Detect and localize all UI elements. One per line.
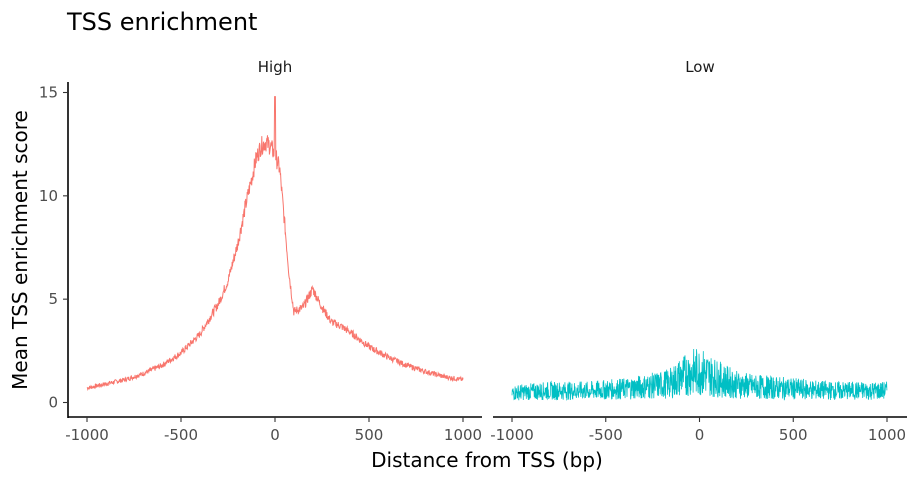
facet-panel-low: -1000 -500 0 500 1000	[490, 348, 907, 444]
facet-label-low: Low	[685, 58, 715, 76]
y-tick-label: 0	[48, 394, 58, 412]
facet-label-high: High	[258, 58, 292, 76]
x-tick-label: -500	[589, 426, 623, 444]
x-tick-label: 1000	[444, 426, 482, 444]
x-tick-label: -1000	[490, 426, 534, 444]
y-axis-title: Mean TSS enrichment score	[8, 110, 32, 390]
series-line-high	[86, 96, 464, 391]
chart-title: TSS enrichment	[66, 8, 257, 36]
x-tick-label: 500	[779, 426, 808, 444]
x-tick-label: 0	[270, 426, 280, 444]
x-axis-title: Distance from TSS (bp)	[371, 448, 603, 472]
x-tick-label: 500	[355, 426, 384, 444]
facet-panel-high: 0 5 10 15 -1000 -500 0 500 1000	[39, 82, 482, 444]
y-tick-label: 10	[39, 187, 58, 205]
y-tick-label: 5	[48, 290, 58, 308]
x-tick-label: 1000	[868, 426, 906, 444]
x-tick-label: 0	[695, 426, 705, 444]
x-tick-label: -1000	[65, 426, 109, 444]
y-tick-label: 15	[39, 84, 58, 102]
x-tick-label: -500	[164, 426, 198, 444]
series-line-low	[511, 348, 888, 401]
